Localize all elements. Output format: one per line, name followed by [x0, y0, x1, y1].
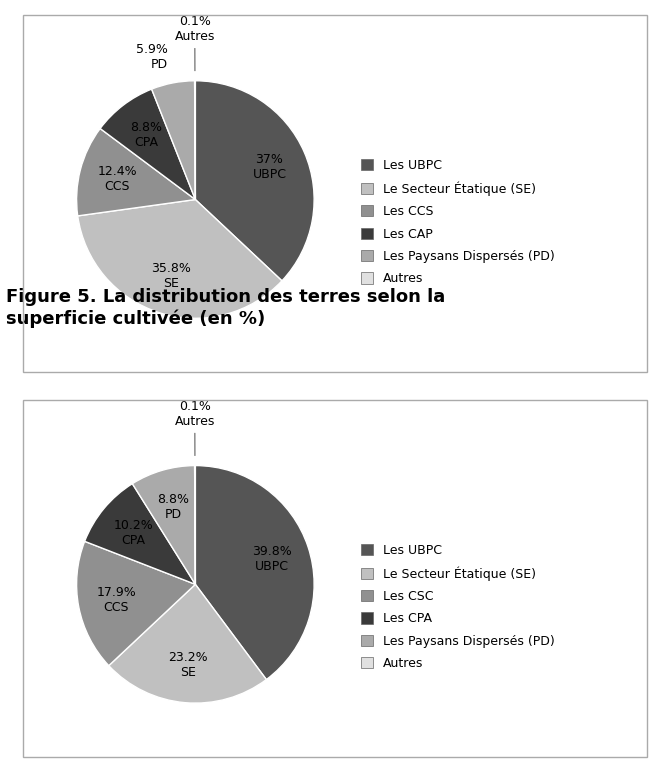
Text: 12.4%
CCS: 12.4% CCS	[97, 165, 137, 194]
Text: 5.9%
PD: 5.9% PD	[136, 43, 168, 71]
Text: 8.8%
PD: 8.8% PD	[157, 493, 189, 521]
Text: 37%
UBPC: 37% UBPC	[253, 154, 286, 181]
Wedge shape	[77, 541, 195, 665]
Legend: Les UBPC, Le Secteur Étatique (SE), Les CSC, Les CPA, Les Paysans Dispersés (PD): Les UBPC, Le Secteur Étatique (SE), Les …	[357, 540, 558, 674]
Text: 35.8%
SE: 35.8% SE	[151, 262, 191, 290]
Wedge shape	[109, 584, 267, 703]
Text: 0.1%
Autres: 0.1% Autres	[175, 15, 215, 71]
Wedge shape	[100, 89, 195, 199]
Text: 10.2%
CPA: 10.2% CPA	[114, 519, 153, 547]
Legend: Les UBPC, Le Secteur Étatique (SE), Les CCS, Les CAP, Les Paysans Dispersés (PD): Les UBPC, Le Secteur Étatique (SE), Les …	[357, 155, 558, 289]
Wedge shape	[77, 128, 195, 216]
Wedge shape	[78, 199, 282, 318]
Wedge shape	[195, 466, 314, 679]
Text: 39.8%
UBPC: 39.8% UBPC	[252, 545, 292, 573]
Text: 23.2%
SE: 23.2% SE	[168, 651, 208, 679]
Text: Figure 5. La distribution des terres selon la
superficie cultivée (en %): Figure 5. La distribution des terres sel…	[6, 289, 446, 328]
Wedge shape	[84, 484, 195, 584]
Wedge shape	[133, 466, 195, 584]
Text: 8.8%
CPA: 8.8% CPA	[130, 121, 162, 150]
Wedge shape	[152, 81, 195, 199]
Text: 17.9%
CCS: 17.9% CCS	[96, 586, 136, 614]
Text: 0.1%
Autres: 0.1% Autres	[175, 400, 215, 455]
Wedge shape	[195, 81, 314, 281]
